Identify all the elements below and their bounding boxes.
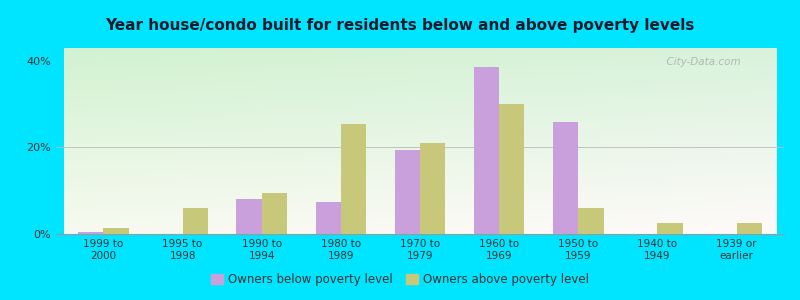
Text: Year house/condo built for residents below and above poverty levels: Year house/condo built for residents bel… <box>106 18 694 33</box>
Bar <box>420 143 446 234</box>
Legend: Owners below poverty level, Owners above poverty level: Owners below poverty level, Owners above… <box>206 269 594 291</box>
Bar <box>737 223 762 234</box>
Bar <box>499 104 525 234</box>
Bar <box>182 208 208 234</box>
Text: City-Data.com: City-Data.com <box>660 57 741 67</box>
Bar <box>474 68 499 234</box>
Bar <box>315 202 341 234</box>
Bar <box>394 150 420 234</box>
Bar <box>658 223 682 234</box>
Bar <box>553 122 578 234</box>
Bar <box>341 124 366 234</box>
Bar <box>103 227 129 234</box>
Bar <box>262 193 287 234</box>
Bar <box>578 208 603 234</box>
Bar <box>237 200 262 234</box>
Bar <box>78 232 103 234</box>
